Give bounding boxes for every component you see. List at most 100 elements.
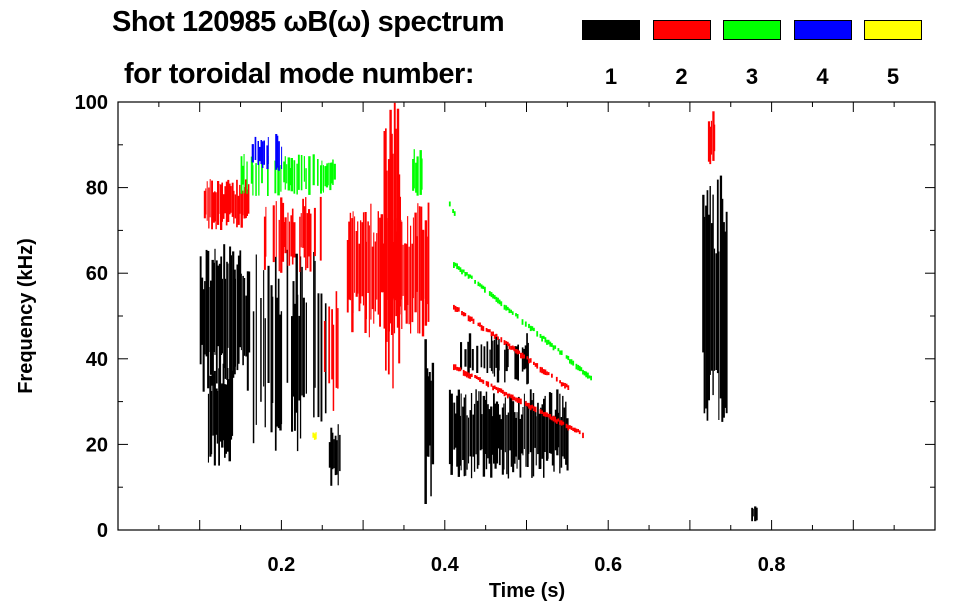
mode-1-blob-streak — [521, 347, 524, 372]
mode-2-line-segment — [520, 398, 522, 405]
legend-label-mode-5: 5 — [886, 64, 900, 89]
mode-1-blob-streak — [497, 404, 499, 449]
mode-3-line-segment — [515, 313, 517, 317]
mode-2-blob-streak — [239, 184, 241, 214]
mode-2-line-segment — [541, 410, 543, 414]
mode-2-line-segment — [569, 425, 571, 429]
legend-swatch-mode-1 — [582, 20, 640, 40]
mode-1-blob-streak — [520, 414, 523, 454]
mode-3-blob-streak — [284, 156, 286, 190]
mode-2-line-segment — [469, 316, 472, 322]
mode-1-blob-streak — [709, 186, 711, 375]
mode-2-blob-streak — [313, 207, 316, 257]
mode-1-blob-streak — [468, 417, 470, 464]
mode-1-blob-streak — [471, 349, 474, 371]
mode-2-line-segment — [480, 379, 483, 383]
mode-1-blob-streak — [475, 389, 477, 455]
mode-1-blob-streak — [245, 295, 247, 357]
mode-3-line-segment — [479, 283, 481, 287]
mode-3-line-segment — [492, 293, 494, 299]
mode-1-blob-streak — [534, 407, 537, 448]
mode-4-blob-streak — [259, 146, 262, 162]
mode-2-line-segment — [495, 386, 498, 391]
mode-1-blob-streak — [711, 223, 713, 371]
mode-1-blob-streak — [225, 384, 227, 454]
mode-2-blob-streak — [245, 179, 247, 219]
mode-3-line-segment — [577, 364, 579, 371]
mode-3-line-segment — [533, 327, 535, 332]
mode-1-blob-streak — [424, 339, 427, 504]
mode-1-blob-streak — [563, 407, 566, 459]
chart-subtitle: for toroidal mode number: — [124, 58, 475, 90]
mode-3-line-segment — [536, 331, 539, 337]
mode-4-blob-streak — [275, 134, 278, 170]
mode-1-blob-streak — [535, 416, 537, 466]
mode-2-line-segment — [480, 324, 483, 331]
mode-1-blob-streak — [425, 368, 429, 457]
mode-1-blob-streak — [545, 414, 549, 461]
mode-2-line-segment — [524, 401, 527, 406]
mode-1-blob-streak — [523, 393, 525, 449]
mode-1-blob-streak — [505, 342, 508, 372]
mode-3-line-segment — [448, 201, 451, 207]
mode-1-blob-streak — [337, 424, 339, 486]
mode-2-blob-streak — [283, 222, 285, 247]
mode-2-line-segment — [559, 420, 561, 425]
mode-1-blob-streak — [274, 256, 277, 451]
mode-2-blob-streak — [240, 192, 243, 228]
mode-1-blob-streak — [493, 339, 496, 377]
mode-4-blob-streak — [257, 141, 259, 165]
mode-3-blob-streak — [296, 163, 298, 195]
mode-3-line-segment — [554, 345, 557, 349]
mode-1-blob-streak — [212, 374, 214, 436]
mode-3-line-segment — [570, 359, 573, 365]
mode-2-line-segment — [477, 322, 480, 327]
mode-3-blob-streak — [243, 154, 245, 194]
mode-1-blob-streak — [510, 395, 513, 467]
mode-2-blob-streak — [303, 206, 306, 258]
mode-2-blob-streak — [349, 212, 352, 301]
mode-1-blob-streak — [211, 259, 214, 386]
mode-2-line-segment — [477, 377, 480, 381]
mode-2-line-segment — [469, 373, 472, 379]
mode-2-line-segment — [475, 375, 478, 379]
mode-1-blob-streak — [324, 303, 327, 414]
mode-2-line-segment — [505, 392, 508, 396]
mode-3-line-segment — [457, 266, 460, 270]
mode-3-blob-streak — [240, 156, 243, 194]
mode-1-blob-streak — [488, 409, 491, 464]
mode-2-line-segment — [570, 425, 573, 430]
mode-2-line-segment — [565, 423, 568, 429]
mode-1-blob-streak — [485, 391, 488, 470]
mode-1-blob-streak — [703, 216, 706, 414]
mode-2-line-segment — [557, 418, 560, 422]
mode-1-blob-streak — [229, 246, 232, 388]
mode-1-blob-streak — [476, 400, 479, 469]
mode-2-line-segment — [505, 341, 508, 345]
mode-1-blob-streak — [500, 419, 503, 450]
mode-2-blob-streak — [215, 192, 217, 230]
x-tick-label: 0.6 — [594, 554, 622, 576]
mode-1-blob-streak — [228, 379, 231, 462]
mode-2-line-segment — [459, 367, 462, 372]
mode-1-blob-streak — [722, 222, 725, 418]
mode-1-blob-streak — [515, 417, 518, 457]
mode-1-blob-streak — [504, 349, 506, 383]
mode-1-blob-streak — [296, 294, 299, 452]
mode-1-blob-streak — [468, 333, 472, 368]
mode-2-blob-streak — [370, 203, 372, 320]
mode-2-blob-streak — [385, 128, 387, 371]
mode-2-line-segment — [555, 419, 558, 424]
mode-1-blob-streak — [540, 407, 542, 469]
mode-1-blob-streak — [721, 198, 724, 422]
mode-3-blob-streak — [326, 163, 328, 183]
legend-label-mode-1: 1 — [604, 64, 618, 89]
mode-1-blob-streak — [543, 398, 545, 478]
mode-3-line-segment — [590, 375, 592, 381]
mode-3-line-segment — [528, 323, 530, 329]
mode-1-blob-streak — [715, 253, 718, 370]
mode-2-blob-streak — [355, 231, 358, 297]
x-tick-label: 0.2 — [267, 554, 295, 576]
mode-2-blob-streak — [396, 108, 400, 328]
mode-2-line-segment — [567, 425, 570, 431]
